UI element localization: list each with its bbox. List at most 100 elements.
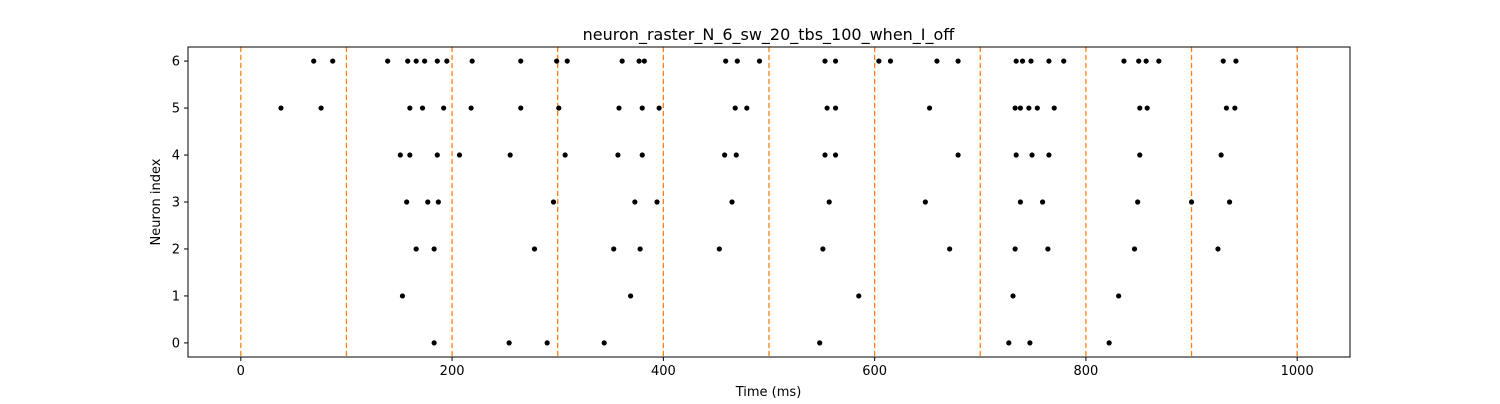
spike-point — [431, 246, 437, 252]
spike-point — [1019, 58, 1026, 64]
spike-point — [1233, 58, 1239, 64]
spike-point — [732, 105, 738, 111]
spike-point — [744, 105, 750, 111]
spike-point — [1046, 58, 1052, 64]
spike-point — [544, 340, 550, 346]
spike-point — [1017, 199, 1024, 205]
spike-point — [820, 246, 826, 252]
spike-point — [1034, 105, 1040, 111]
spike-point — [887, 58, 894, 64]
spike-point — [947, 246, 953, 252]
spike-point — [441, 105, 447, 111]
spike-point — [1012, 105, 1018, 111]
spike-point — [330, 58, 336, 64]
spike-point — [1144, 105, 1150, 111]
spike-point — [832, 58, 839, 64]
spike-point — [1106, 340, 1112, 346]
spike-point — [723, 58, 729, 64]
spike-point — [1226, 199, 1233, 205]
x-tick-label: 200 — [440, 364, 465, 379]
spike-point — [564, 58, 570, 64]
spike-point — [1045, 246, 1051, 252]
spike-point — [826, 199, 832, 205]
spike-point — [716, 246, 722, 252]
spike-point — [435, 199, 441, 205]
spike-point — [1039, 199, 1046, 205]
spike-point — [955, 58, 961, 64]
spike-point — [556, 105, 562, 111]
spike-point — [531, 246, 538, 252]
spike-point — [601, 340, 607, 346]
spike-point — [1010, 293, 1016, 299]
spike-point — [1136, 58, 1142, 64]
spike-point — [469, 58, 475, 64]
spike-point — [444, 58, 450, 64]
spike-point — [729, 199, 735, 205]
spike-point — [722, 152, 728, 158]
spike-point — [1012, 246, 1018, 252]
spike-point — [518, 58, 524, 64]
x-tick-label: 400 — [651, 364, 676, 379]
spike-point — [434, 152, 440, 158]
spike-point — [611, 246, 617, 252]
spike-point — [934, 58, 940, 64]
y-tick-label: 4 — [172, 149, 180, 164]
y-tick-label: 0 — [172, 336, 180, 351]
spike-point — [817, 340, 823, 346]
spike-point — [1061, 58, 1067, 64]
spike-point — [550, 199, 557, 205]
spike-point — [734, 58, 740, 64]
spike-point — [562, 152, 568, 158]
y-tick-label: 5 — [172, 102, 180, 117]
chart-title: neuron_raster_N_6_sw_20_tbs_100_when_I_o… — [583, 25, 956, 45]
spike-point — [1220, 58, 1226, 64]
spike-point — [419, 105, 426, 111]
x-axis: 0 200 400 600 800 1000 — [237, 357, 1314, 379]
y-axis-label: Neuron index — [149, 158, 164, 245]
spike-point — [385, 58, 391, 64]
spike-point — [656, 105, 662, 111]
spike-point — [639, 152, 645, 158]
spike-point — [632, 199, 638, 205]
x-tick-label: 0 — [237, 364, 245, 379]
spike-point — [518, 105, 524, 111]
spike-point — [413, 58, 419, 64]
y-tick-label: 3 — [172, 196, 180, 211]
points-layer — [278, 58, 1239, 346]
spike-point — [822, 58, 828, 64]
spike-point — [1135, 199, 1141, 205]
x-tick-label: 800 — [1073, 364, 1098, 379]
spike-point — [922, 199, 928, 205]
spike-point — [1218, 152, 1224, 158]
y-axis: 0 1 2 3 4 5 6 — [172, 55, 188, 351]
y-tick-label: 6 — [172, 55, 180, 70]
spike-point — [733, 152, 739, 158]
spike-point — [456, 152, 463, 158]
spike-point — [1137, 152, 1143, 158]
spike-point — [431, 340, 437, 346]
spike-point — [1051, 105, 1057, 111]
spike-point — [397, 152, 403, 158]
spike-point — [1215, 246, 1221, 252]
spike-point — [756, 58, 763, 64]
spike-point — [1223, 105, 1230, 111]
spike-point — [1188, 199, 1195, 205]
spike-point — [615, 152, 621, 158]
vline-layer — [240, 47, 1298, 357]
spike-point — [1013, 58, 1019, 64]
spike-point — [1156, 58, 1162, 64]
spike-point — [955, 152, 961, 158]
spike-point — [1027, 340, 1033, 346]
spike-point — [1131, 246, 1138, 252]
spike-point — [1029, 152, 1035, 158]
spike-point — [413, 246, 419, 252]
spike-point — [1013, 152, 1019, 158]
spike-point — [822, 152, 828, 158]
spike-point — [1006, 340, 1012, 346]
spike-point — [407, 152, 413, 158]
spike-point — [1026, 105, 1032, 111]
x-tick-label: 600 — [862, 364, 887, 379]
spike-point — [1121, 58, 1127, 64]
